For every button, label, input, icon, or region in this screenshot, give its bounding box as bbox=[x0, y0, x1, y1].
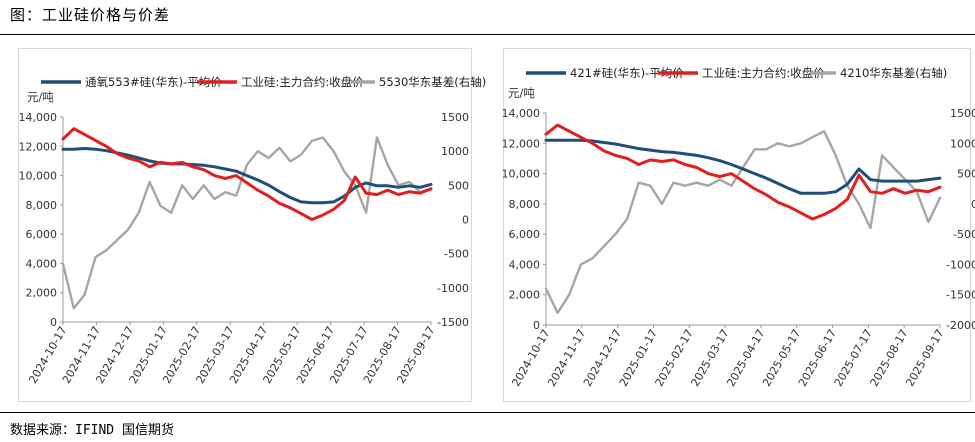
y-tick-label: 8,000 bbox=[509, 198, 541, 211]
y-tick-label: 10,000 bbox=[502, 168, 541, 181]
y-axis-unit: 元/吨 bbox=[508, 86, 535, 100]
y-tick-label: 12,000 bbox=[502, 137, 541, 150]
x-tick-label: 2025-09-17 bbox=[903, 327, 946, 389]
y-tick-label: 2,000 bbox=[26, 287, 58, 300]
series-line-1 bbox=[544, 123, 942, 221]
series-line-2 bbox=[544, 129, 942, 315]
legend-label-1: 工业硅:主力合约:收盘价 bbox=[241, 75, 364, 89]
y-tick-label: 14,000 bbox=[502, 107, 541, 120]
y-tick-label: 2,000 bbox=[509, 289, 541, 302]
y-tick-label: 6,000 bbox=[509, 228, 541, 241]
figure-title: 图：工业硅价格与价差 bbox=[10, 6, 171, 24]
chart-right-svg: 421#硅(华东)-平均价 工业硅:主力合约:收盘价 4210华东基差(右轴) 元/吨… bbox=[502, 66, 975, 389]
y2-tick-label: -1500 bbox=[437, 316, 469, 329]
y-tick-label: 4,000 bbox=[509, 258, 541, 271]
y-axis-unit: 元/吨 bbox=[27, 90, 54, 104]
chart-panel-right: 421#硅(华东)-平均价 工业硅:主力合约:收盘价 4210华东基差(右轴) 元/吨… bbox=[502, 48, 975, 402]
y2-tick-label: -1000 bbox=[437, 282, 469, 295]
y2-tick-label: 1000 bbox=[441, 145, 469, 158]
y-tick-label: 0 bbox=[533, 319, 540, 332]
y-tick-label: 0 bbox=[50, 316, 57, 329]
y2-tick-label: 1500 bbox=[441, 111, 469, 124]
y-tick-label: 6,000 bbox=[26, 228, 58, 241]
y2-tick-label: -1000 bbox=[946, 258, 975, 271]
y2-tick-label: 0 bbox=[462, 214, 469, 227]
y2-tick-label: 0 bbox=[971, 198, 975, 211]
y2-tick-label: -500 bbox=[444, 248, 469, 261]
y2-tick-label: -1500 bbox=[946, 289, 975, 302]
bottom-rule bbox=[0, 412, 975, 413]
legend-label-2: 5530华东基差(右轴) bbox=[379, 75, 486, 89]
top-rule bbox=[0, 34, 975, 35]
series-line-1 bbox=[61, 127, 433, 221]
series-line-0 bbox=[61, 147, 433, 205]
chart-panel-left: 通氧553#硅(华东)-平均价 工业硅:主力合约:收盘价 5530华东基差(右轴) 元… bbox=[18, 48, 487, 402]
y2-tick-label: 1500 bbox=[950, 107, 975, 120]
legend-label-1: 工业硅:主力合约:收盘价 bbox=[702, 66, 825, 80]
y-tick-label: 8,000 bbox=[26, 199, 58, 212]
series-line-0 bbox=[544, 138, 942, 195]
y-tick-label: 14,000 bbox=[19, 111, 58, 124]
chart-left-svg: 通氧553#硅(华东)-平均价 工业硅:主力合约:收盘价 5530华东基差(右轴) 元… bbox=[19, 75, 487, 386]
data-source-note: 数据来源：IFIND 国信期货 bbox=[10, 423, 174, 438]
y-tick-label: 10,000 bbox=[19, 170, 58, 183]
y-tick-label: 4,000 bbox=[26, 257, 58, 270]
y2-tick-label: 500 bbox=[448, 179, 469, 192]
series-line-2 bbox=[61, 136, 433, 310]
y2-tick-label: 1000 bbox=[950, 137, 975, 150]
y2-tick-label: -2000 bbox=[946, 319, 975, 332]
y2-tick-label: 500 bbox=[957, 168, 975, 181]
y2-tick-label: -500 bbox=[953, 228, 975, 241]
legend-label-2: 4210华东基差(右轴) bbox=[840, 66, 947, 80]
y-tick-label: 12,000 bbox=[19, 140, 58, 153]
legend-label-0: 通氧553#硅(华东)-平均价 bbox=[85, 75, 222, 89]
legend-label-0: 421#硅(华东)-平均价 bbox=[570, 66, 684, 80]
